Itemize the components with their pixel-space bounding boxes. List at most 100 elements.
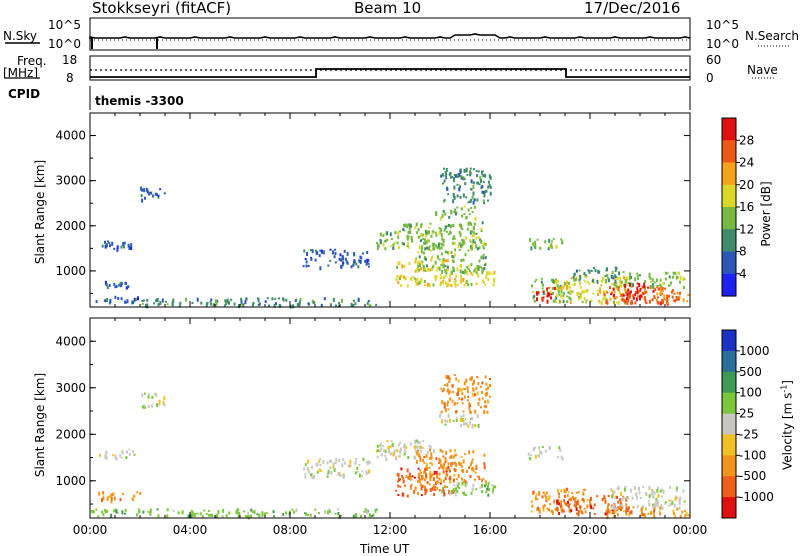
velocity-cell-2-15 bbox=[190, 513, 193, 518]
velocity-cell-6-88 bbox=[439, 481, 442, 485]
power-cell-14-21 bbox=[569, 297, 572, 301]
nsky-trace bbox=[89, 33, 691, 39]
power-colorbar-label-1: 8 bbox=[739, 245, 747, 259]
velocity-cell-4-62 bbox=[327, 470, 330, 474]
velocity-cell-8-27 bbox=[455, 487, 457, 492]
power-cell-17-68 bbox=[674, 299, 677, 303]
power-cell-19-6 bbox=[541, 297, 544, 300]
power-cell-10-11 bbox=[467, 283, 470, 287]
velocity-cell-2-55 bbox=[285, 511, 288, 515]
power-cell-10-26 bbox=[493, 271, 496, 274]
power-cell-9-86 bbox=[476, 247, 479, 251]
power-cell-4-46 bbox=[212, 303, 215, 307]
power-cell-8-48 bbox=[420, 223, 423, 226]
power-cell-10-16 bbox=[476, 273, 479, 277]
power-cell-7-26 bbox=[396, 274, 399, 278]
power-cell-18-51 bbox=[659, 283, 662, 287]
velocity-cell-11-5 bbox=[560, 455, 563, 459]
power-cell-7-5 bbox=[436, 266, 439, 270]
power-cell-6-36 bbox=[390, 238, 393, 240]
velocity-cell-10-72 bbox=[447, 400, 450, 404]
velocity-cell-14-41 bbox=[614, 497, 617, 499]
velocity-cell-8-32 bbox=[492, 491, 494, 494]
power-cell-12-50 bbox=[488, 174, 491, 179]
power-cell-4-48 bbox=[271, 297, 274, 301]
velocity-cell-8-17 bbox=[479, 486, 482, 489]
velocity-cell-5-52 bbox=[384, 454, 387, 457]
velocity-cell-12-70 bbox=[547, 508, 550, 512]
power-cell-20-19 bbox=[624, 283, 627, 288]
power-cell-17-78 bbox=[622, 294, 625, 297]
freq-frame bbox=[89, 55, 691, 81]
power-colorbar-label: Power [dB] bbox=[759, 181, 773, 247]
velocity-cell-4-18 bbox=[338, 459, 341, 462]
velocity-cell-2-2 bbox=[135, 513, 138, 517]
velocity-cell-10-75 bbox=[473, 380, 475, 385]
velocity-cell-10-79 bbox=[446, 402, 449, 407]
power-cell-15-23 bbox=[572, 283, 575, 286]
power-cell-15-103 bbox=[619, 279, 622, 284]
power-cell-5-60 bbox=[358, 259, 361, 263]
velocity-cell-12-77 bbox=[530, 500, 533, 503]
power-cell-9-60 bbox=[440, 264, 443, 267]
velocity-cell-7-117 bbox=[481, 479, 483, 483]
velocity-cell-15-25 bbox=[625, 512, 628, 516]
freq-unit: [MHz] bbox=[3, 66, 39, 80]
velocity-cell-14-34 bbox=[621, 497, 624, 501]
power-ytick-label-3: 4000 bbox=[55, 129, 86, 143]
velocity-cell-8-34 bbox=[487, 481, 490, 486]
velocity-cell-13-32 bbox=[575, 505, 578, 508]
power-cell-20-20 bbox=[628, 294, 631, 299]
velocity-cell-7-0 bbox=[449, 475, 452, 480]
power-cell-10-32 bbox=[487, 278, 490, 281]
power-colorbar-swatch-1 bbox=[722, 140, 736, 164]
power-cell-15-85 bbox=[612, 300, 615, 304]
velocity-cell-15-10 bbox=[627, 506, 630, 510]
velocity-cell-11-16 bbox=[532, 447, 535, 452]
power-cell-18-59 bbox=[613, 283, 616, 286]
power-cell-8-62 bbox=[481, 221, 484, 225]
velocity-cell-5-44 bbox=[384, 449, 387, 453]
velocity-cell-12-58 bbox=[551, 510, 554, 515]
power-cell-12-17 bbox=[469, 167, 472, 170]
power-cell-4-7 bbox=[230, 298, 233, 301]
velocity-cell-3-14 bbox=[163, 396, 166, 401]
power-cell-4-81 bbox=[268, 304, 270, 308]
power-cell-21-13 bbox=[666, 294, 669, 299]
power-cell-20-5 bbox=[636, 290, 639, 295]
velocity-cell-9-21 bbox=[464, 418, 467, 422]
power-cell-6-15 bbox=[401, 242, 404, 245]
power-cell-12-83 bbox=[459, 170, 462, 174]
power-cell-5-64 bbox=[359, 259, 362, 264]
velocity-cell-6-61 bbox=[413, 489, 416, 494]
velocity-cell-8-18 bbox=[450, 490, 453, 495]
power-cell-6-50 bbox=[376, 247, 379, 251]
power-cell-9-9 bbox=[475, 244, 478, 249]
power-cell-15-31 bbox=[579, 282, 581, 285]
power-cell-15-81 bbox=[578, 297, 581, 301]
velocity-cell-7-95 bbox=[424, 467, 427, 471]
power-cell-18-52 bbox=[628, 276, 631, 281]
power-cell-9-113 bbox=[422, 264, 425, 268]
velocity-cell-2-123 bbox=[190, 509, 193, 513]
power-colorbar-swatch-7 bbox=[722, 273, 736, 297]
velocity-cell-8-33 bbox=[456, 490, 459, 493]
velocity-cell-12-68 bbox=[542, 491, 545, 494]
velocity-cell-9-3 bbox=[468, 420, 471, 425]
power-cell-5-53 bbox=[340, 264, 343, 268]
power-cell-3-13 bbox=[145, 187, 148, 192]
power-cell-12-37 bbox=[478, 183, 481, 186]
velocity-cell-10-12 bbox=[481, 381, 484, 385]
velocity-cell-1-9 bbox=[102, 492, 105, 496]
power-cell-12-65 bbox=[452, 176, 455, 181]
power-cell-4-26 bbox=[335, 304, 337, 308]
velocity-cell-5-28 bbox=[397, 443, 400, 447]
velocity-cell-4-44 bbox=[355, 458, 358, 460]
nave-tick-60: 60 bbox=[706, 53, 722, 67]
power-cell-9-81 bbox=[438, 246, 441, 250]
velocity-cell-4-50 bbox=[354, 462, 357, 465]
power-cell-15-34 bbox=[555, 301, 558, 304]
power-cell-4-15 bbox=[295, 298, 298, 301]
velocity-cell-2-80 bbox=[177, 511, 180, 515]
power-cell-11-22 bbox=[456, 206, 459, 209]
